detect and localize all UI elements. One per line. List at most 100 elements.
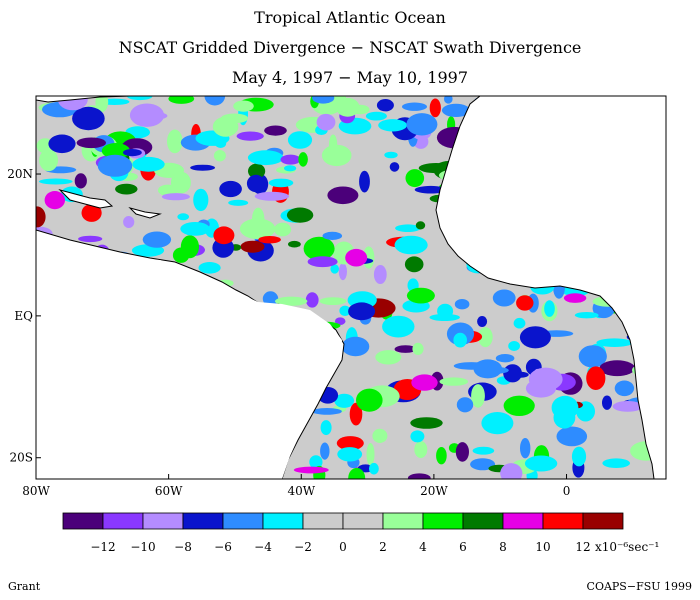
field-patch [337, 447, 363, 462]
field-patch [254, 191, 290, 201]
field-patch [441, 103, 471, 117]
field-patch [602, 395, 612, 410]
field-patch [172, 247, 190, 263]
legend-label: −10 [130, 540, 155, 554]
legend-swatch [382, 512, 424, 530]
field-patch [97, 154, 133, 177]
field-patch [516, 295, 534, 311]
field-patch [524, 455, 558, 472]
field-patch [395, 224, 421, 232]
legend-label: −4 [254, 540, 272, 554]
field-patch [436, 447, 447, 465]
field-patch [596, 338, 633, 348]
field-patch [414, 441, 428, 458]
field-patch [369, 462, 379, 475]
field-patch [389, 162, 400, 172]
field-patch [168, 96, 195, 104]
field-patch [258, 236, 281, 244]
field-patch [571, 446, 587, 467]
field-patch [39, 149, 59, 172]
field-patch [406, 287, 435, 304]
field-patch [268, 178, 294, 188]
field-patch [365, 111, 387, 121]
field-patch [453, 332, 468, 348]
field-patch [228, 199, 249, 206]
field-patch [412, 342, 424, 355]
legend-swatch [222, 512, 264, 530]
field-patch [132, 156, 165, 172]
field-patch [280, 154, 301, 165]
field-patch [48, 134, 76, 154]
field-patch [307, 256, 338, 268]
field-patch [586, 366, 606, 391]
color-legend: −12 −10 −8 −6 −4 −2 0 2 4 6 8 10 12 x10⁻⁶sec⁻¹ [62, 512, 659, 554]
legend-label: 0 [339, 540, 347, 554]
field-patch [376, 99, 394, 112]
legend-swatch [342, 512, 384, 530]
field-patch [246, 174, 265, 193]
latitude-ticks: 20N EQ 20S [7, 167, 41, 465]
field-patch [190, 164, 216, 171]
field-patch [456, 397, 474, 413]
field-patch [127, 96, 153, 101]
field-patch [520, 438, 531, 459]
field-patch [312, 96, 335, 104]
field-patch [508, 341, 520, 351]
field-patch [336, 436, 364, 451]
africa-landmass [435, 96, 666, 479]
field-patch [39, 178, 73, 185]
field-patch [123, 216, 135, 228]
legend-label: 4 [419, 540, 427, 554]
lon-tick-label: 0 [563, 484, 571, 498]
lat-tick-label: EQ [14, 309, 33, 323]
field-patch [338, 263, 347, 281]
field-patch [394, 345, 417, 353]
field-patch [614, 380, 635, 397]
legend-label: 6 [459, 540, 467, 554]
field-patch [76, 137, 107, 149]
south-america-landmass [36, 258, 342, 479]
field-patch [180, 222, 210, 236]
field-patch [167, 129, 183, 154]
field-patch [320, 442, 330, 460]
lat-tick-label: 20S [10, 451, 34, 465]
field-patch [375, 350, 402, 365]
field-patch [444, 96, 453, 104]
field-patch [330, 264, 340, 274]
field-patch [418, 163, 454, 174]
field-patch [341, 336, 370, 357]
field-patch [219, 180, 242, 198]
legend-label: −6 [214, 540, 232, 554]
field-patch [503, 395, 535, 416]
field-patch [36, 206, 46, 228]
field-patch [122, 149, 142, 157]
field-patch [359, 170, 370, 193]
field-patch [319, 297, 347, 305]
field-patch [95, 96, 109, 112]
legend-swatch [422, 512, 464, 530]
field-patch [115, 183, 138, 195]
caribbean-islands [58, 189, 114, 209]
field-patch [394, 235, 428, 255]
field-patch [233, 100, 254, 112]
field-patch [437, 303, 454, 319]
field-patch [356, 388, 383, 412]
field-patch [415, 221, 426, 230]
field-patch [213, 226, 235, 245]
map-subtitle: NSCAT Gridded Divergence − NSCAT Swath D… [118, 38, 582, 57]
field-patch [411, 374, 438, 391]
field-patch [339, 305, 351, 316]
legend-swatch [582, 512, 624, 530]
field-patch [495, 354, 515, 363]
organization-credit: COAPS−FSU 1999 [586, 580, 692, 593]
field-patch [348, 467, 366, 479]
field-patch [72, 106, 105, 131]
field-patch [551, 395, 579, 420]
field-patch [599, 360, 635, 377]
field-patch [477, 316, 488, 327]
field-patch [453, 362, 489, 370]
field-patch [44, 191, 65, 210]
field-patch [305, 292, 319, 308]
field-patch [248, 163, 266, 179]
field-patch [161, 193, 190, 201]
